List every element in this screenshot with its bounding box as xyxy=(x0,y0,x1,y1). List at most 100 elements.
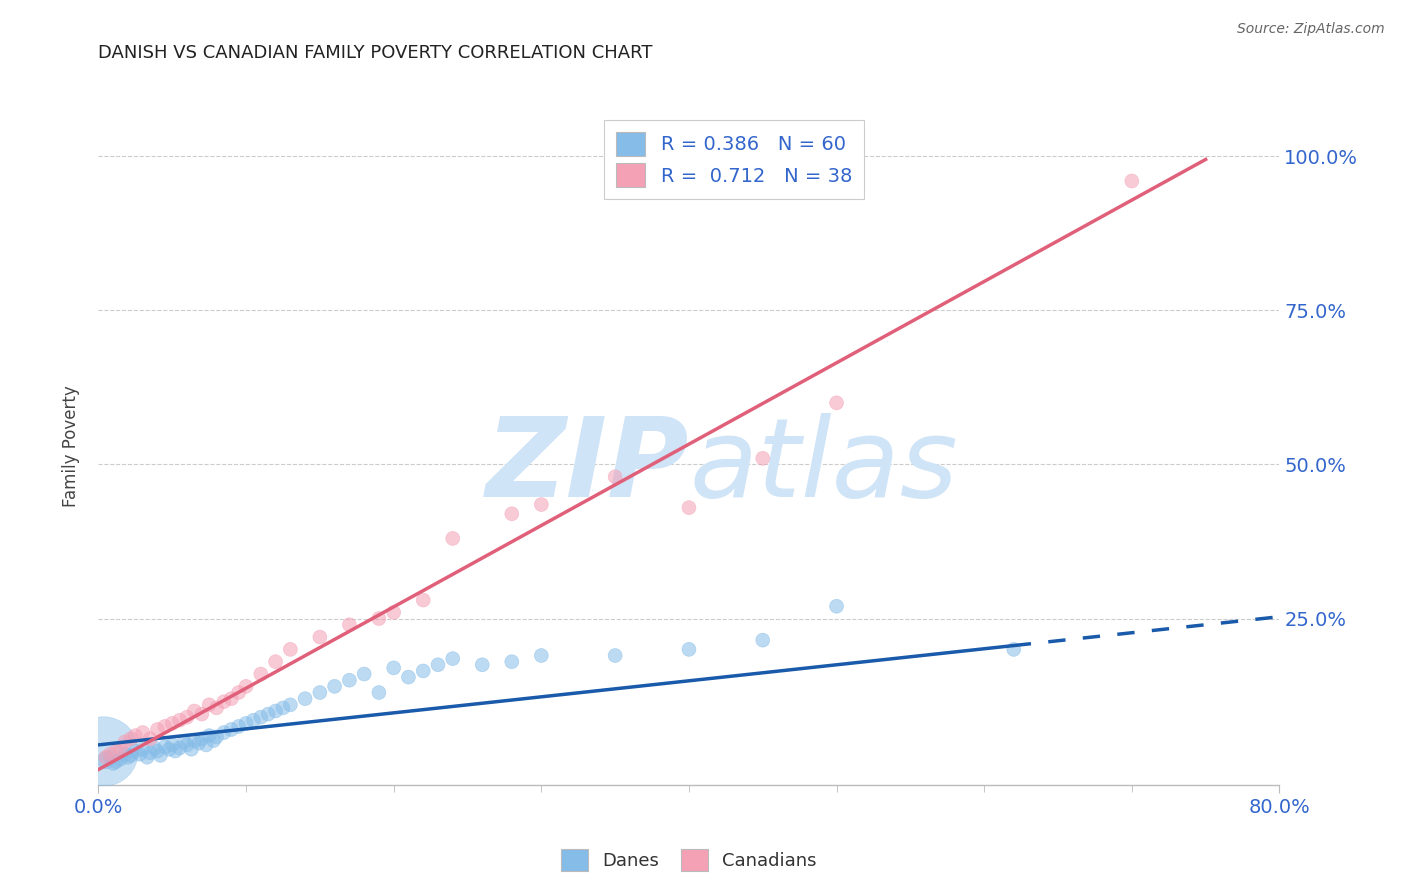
Point xyxy=(323,679,346,693)
Point xyxy=(501,507,523,521)
Point xyxy=(441,532,464,546)
Point xyxy=(98,750,121,764)
Point xyxy=(173,735,195,749)
Point xyxy=(441,651,464,665)
Point xyxy=(382,606,405,620)
Point xyxy=(183,704,205,718)
Point xyxy=(1002,642,1025,657)
Point xyxy=(146,723,169,737)
Point xyxy=(678,500,700,515)
Point xyxy=(368,611,391,625)
Point xyxy=(825,396,848,410)
Point xyxy=(235,679,257,693)
Point xyxy=(228,719,250,733)
Text: atlas: atlas xyxy=(689,413,957,520)
Point xyxy=(105,755,128,769)
Point xyxy=(120,748,142,763)
Point xyxy=(180,742,202,756)
Point xyxy=(250,710,273,724)
Point xyxy=(162,716,183,731)
Point xyxy=(412,664,434,678)
Point xyxy=(1121,174,1143,188)
Legend: R = 0.386   N = 60, R =  0.712   N = 38: R = 0.386 N = 60, R = 0.712 N = 38 xyxy=(605,120,863,199)
Point xyxy=(202,733,225,747)
Point xyxy=(139,746,162,760)
Point xyxy=(427,657,450,672)
Point xyxy=(412,593,434,607)
Point xyxy=(353,667,375,681)
Text: Source: ZipAtlas.com: Source: ZipAtlas.com xyxy=(1237,22,1385,37)
Point xyxy=(235,716,257,731)
Point xyxy=(271,701,294,715)
Point xyxy=(605,470,627,484)
Point xyxy=(205,730,228,744)
Point xyxy=(368,685,391,699)
Point xyxy=(471,657,494,672)
Point xyxy=(825,599,848,614)
Point xyxy=(530,648,553,663)
Point xyxy=(605,648,627,663)
Point xyxy=(264,704,287,718)
Point xyxy=(169,713,191,727)
Point xyxy=(294,691,316,706)
Point xyxy=(195,738,218,752)
Point xyxy=(309,630,332,644)
Point xyxy=(169,741,191,756)
Point xyxy=(146,744,169,758)
Point xyxy=(165,744,187,758)
Text: ZIP: ZIP xyxy=(485,413,689,520)
Point xyxy=(280,698,302,712)
Point xyxy=(678,642,700,657)
Point xyxy=(191,707,214,722)
Point xyxy=(264,655,287,669)
Point xyxy=(176,710,198,724)
Point xyxy=(157,742,180,756)
Point xyxy=(183,733,205,747)
Point xyxy=(110,752,132,766)
Point xyxy=(205,701,228,715)
Point xyxy=(132,742,155,756)
Point xyxy=(309,685,332,699)
Legend: Danes, Canadians: Danes, Canadians xyxy=(554,842,824,879)
Point xyxy=(110,741,132,756)
Text: DANISH VS CANADIAN FAMILY POVERTY CORRELATION CHART: DANISH VS CANADIAN FAMILY POVERTY CORREL… xyxy=(98,45,652,62)
Point xyxy=(250,667,273,681)
Point xyxy=(98,747,121,761)
Point xyxy=(242,713,264,727)
Point xyxy=(198,698,221,712)
Point xyxy=(128,747,150,761)
Point xyxy=(228,685,250,699)
Point xyxy=(752,451,775,466)
Point xyxy=(198,729,221,743)
Point xyxy=(221,691,243,706)
Point xyxy=(105,744,128,758)
Point xyxy=(120,731,142,746)
Point xyxy=(94,750,117,764)
Point xyxy=(153,719,176,733)
Point xyxy=(153,739,176,754)
Point xyxy=(280,642,302,657)
Point xyxy=(212,695,235,709)
Point xyxy=(176,738,198,752)
Point xyxy=(103,756,125,771)
Point xyxy=(162,738,183,752)
Point xyxy=(124,729,146,743)
Point xyxy=(149,748,172,763)
Point xyxy=(398,670,420,684)
Point xyxy=(339,617,361,632)
Point xyxy=(221,723,243,737)
Point xyxy=(114,747,136,761)
Point xyxy=(91,744,114,758)
Point xyxy=(136,750,159,764)
Point xyxy=(257,707,280,722)
Point xyxy=(501,655,523,669)
Point xyxy=(139,731,162,746)
Point xyxy=(382,661,405,675)
Point xyxy=(94,753,117,767)
Y-axis label: Family Poverty: Family Poverty xyxy=(62,385,80,507)
Point xyxy=(117,750,139,764)
Point xyxy=(752,633,775,648)
Point xyxy=(212,725,235,739)
Point xyxy=(114,735,136,749)
Point xyxy=(530,498,553,512)
